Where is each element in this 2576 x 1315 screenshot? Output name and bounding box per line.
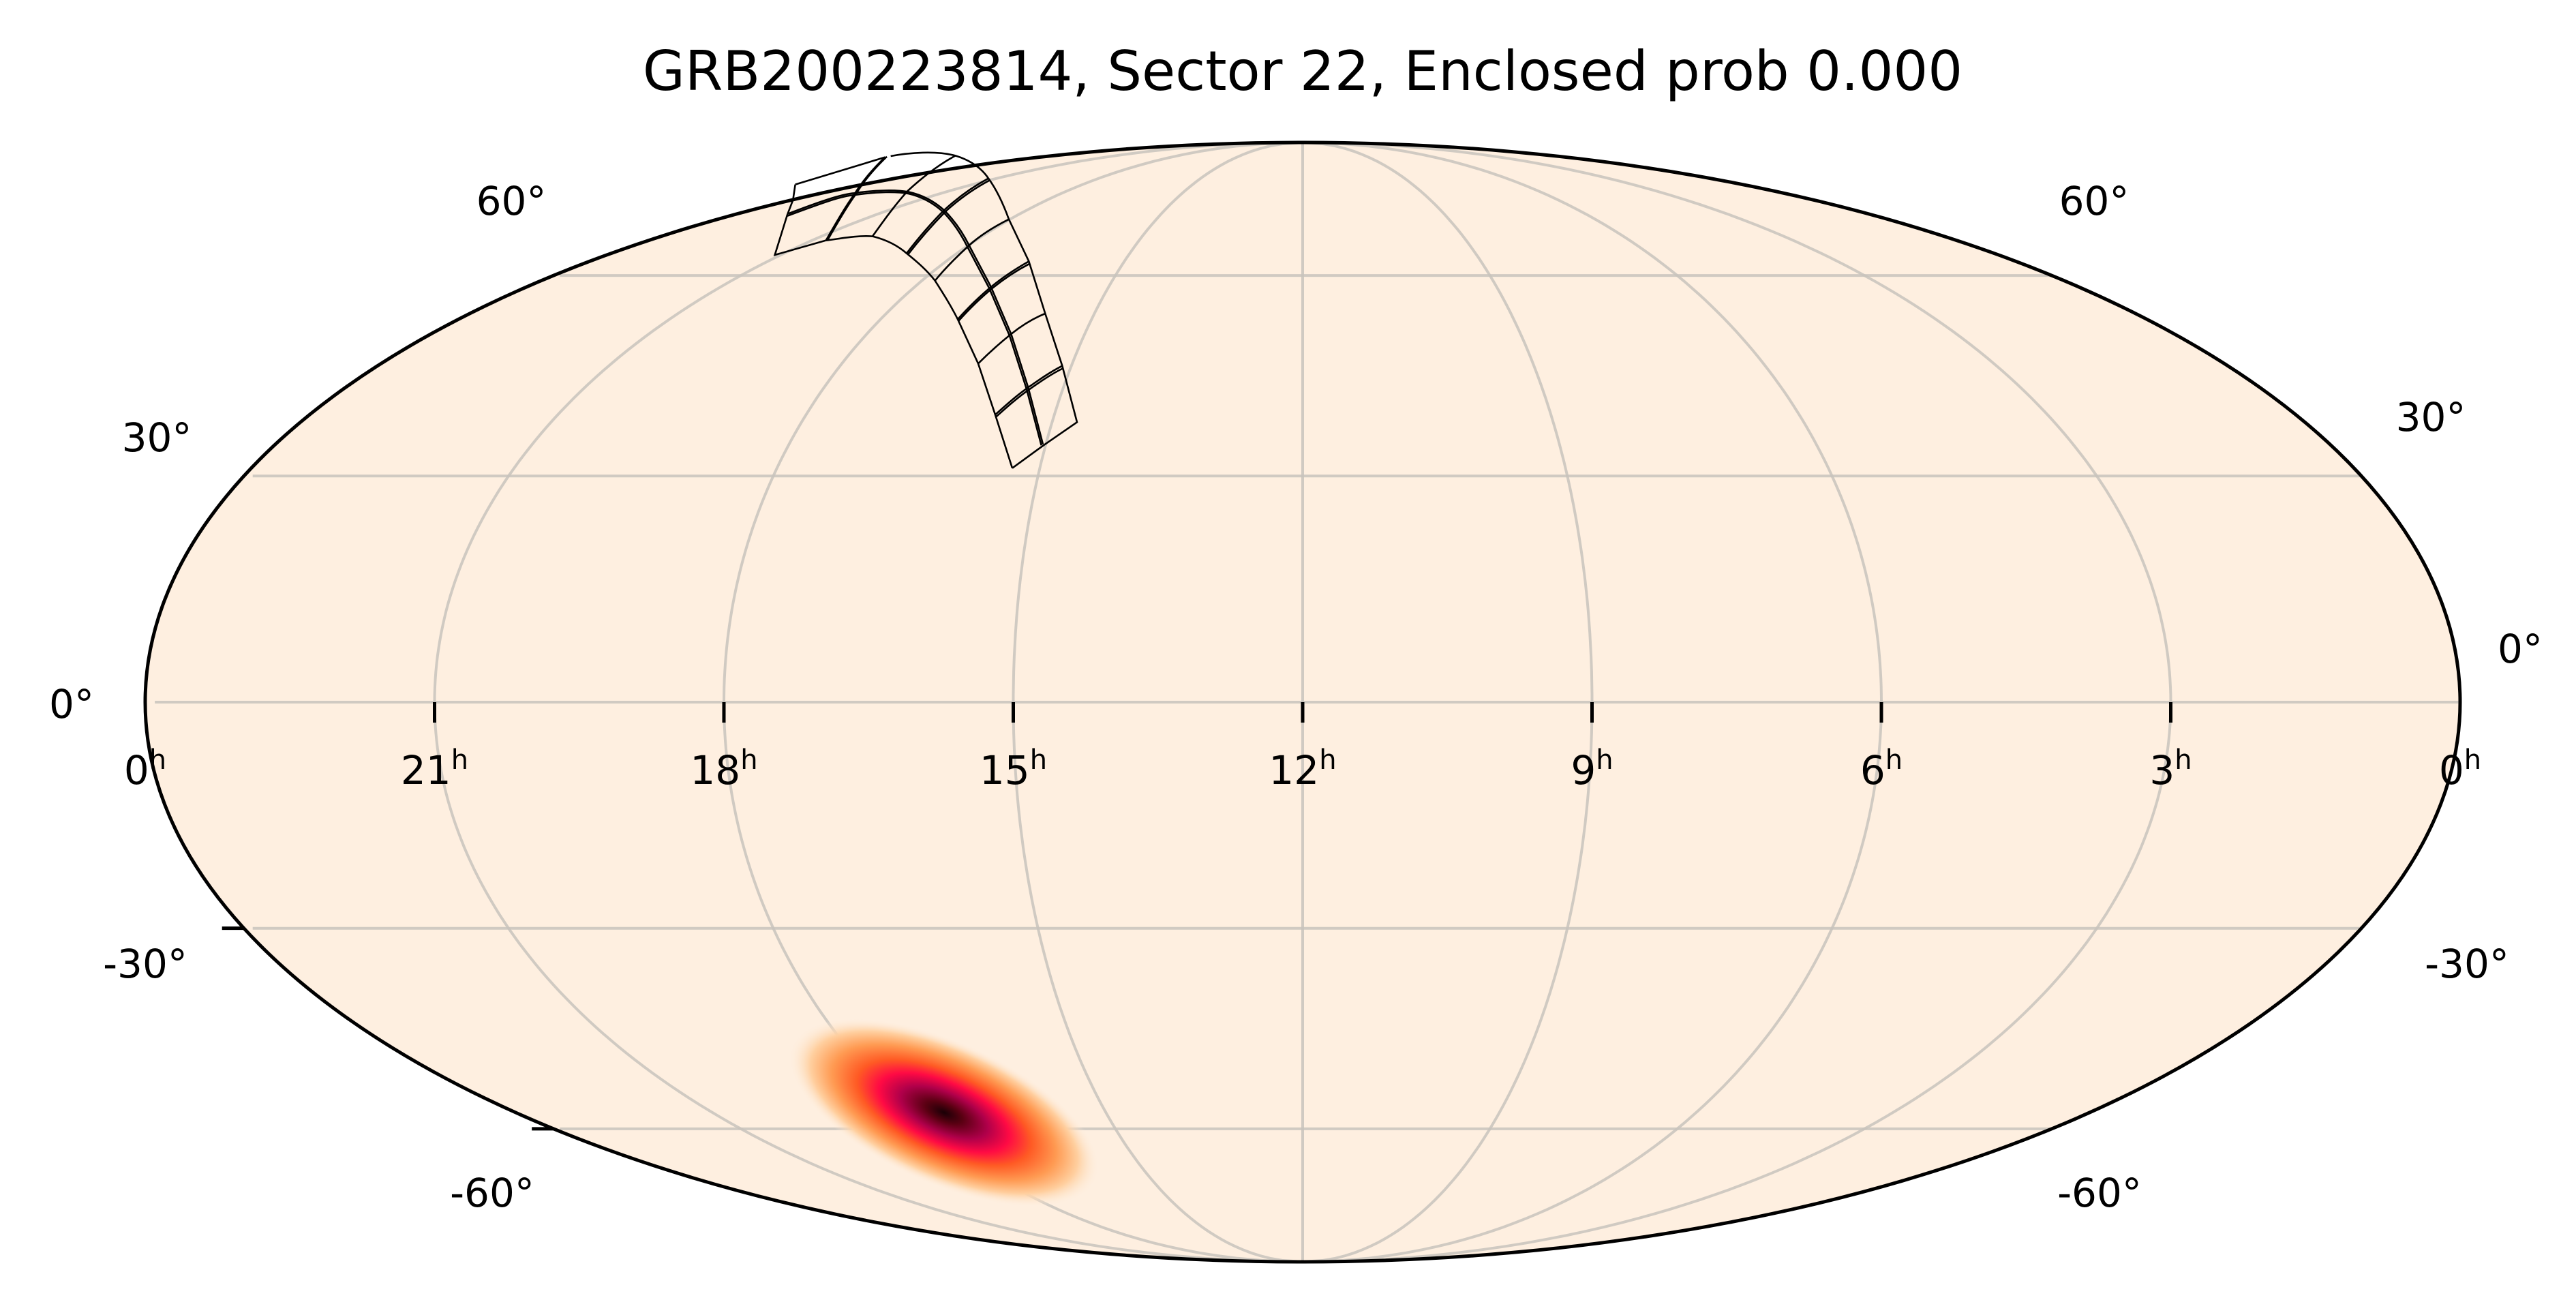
dec-label: -30°	[2425, 941, 2509, 987]
dec-labels-left: 60° 30° 0° -30° -60°	[49, 178, 546, 1216]
ra-label: 3h	[2149, 744, 2192, 793]
footprint-edge	[891, 153, 1077, 468]
footprint-edge	[795, 157, 885, 185]
axis-ticks	[222, 702, 2172, 1131]
ra-label: 15h	[980, 744, 1047, 793]
footprint-edge	[907, 179, 988, 254]
ra-label: 12h	[1269, 744, 1336, 793]
footprint-edge	[908, 180, 990, 254]
ra-label: 21h	[401, 744, 468, 793]
ra-labels: 0h 21h 18h 15h 12h 9h 6h 3h 0h	[124, 744, 2481, 793]
footprint-edge	[775, 185, 826, 255]
probability-blob	[789, 1018, 1100, 1207]
dec-label: 30°	[2396, 394, 2466, 440]
footprint-edge	[978, 314, 1045, 363]
ra-label: 6h	[1860, 744, 1903, 793]
dec-labels-right: 60° 30° 0° -30° -60°	[2057, 178, 2543, 1216]
dec-label: 60°	[476, 178, 547, 224]
footprint-edge	[995, 366, 1062, 415]
tess-footprint	[775, 153, 1077, 468]
chart-title: GRB200223814, Sector 22, Enclosed prob 0…	[643, 40, 1963, 103]
dec-label: 60°	[2059, 178, 2130, 224]
ra-label: 9h	[1571, 744, 1613, 793]
ra-label: 0h	[124, 744, 166, 793]
footprint-edge	[828, 157, 887, 240]
sky-frame	[143, 140, 2462, 1264]
dec-label: 30°	[122, 414, 192, 461]
footprint-edge	[787, 192, 1042, 445]
footprint-edge	[826, 236, 1012, 468]
dec-label: 0°	[2498, 626, 2543, 672]
footprint-edge	[958, 264, 1030, 321]
ra-label: 18h	[690, 744, 757, 793]
footprint-edge	[958, 261, 1029, 319]
footprint-edge	[789, 190, 1043, 444]
footprint-edge	[935, 220, 1009, 281]
dec-label: -60°	[2057, 1170, 2142, 1216]
ra-label: 0h	[2439, 744, 2481, 793]
dec-label: 0°	[49, 681, 94, 727]
footprint-edge	[996, 368, 1063, 417]
footprint-edge	[873, 155, 956, 236]
dec-label: -60°	[450, 1170, 534, 1216]
dec-label: -30°	[103, 941, 187, 987]
